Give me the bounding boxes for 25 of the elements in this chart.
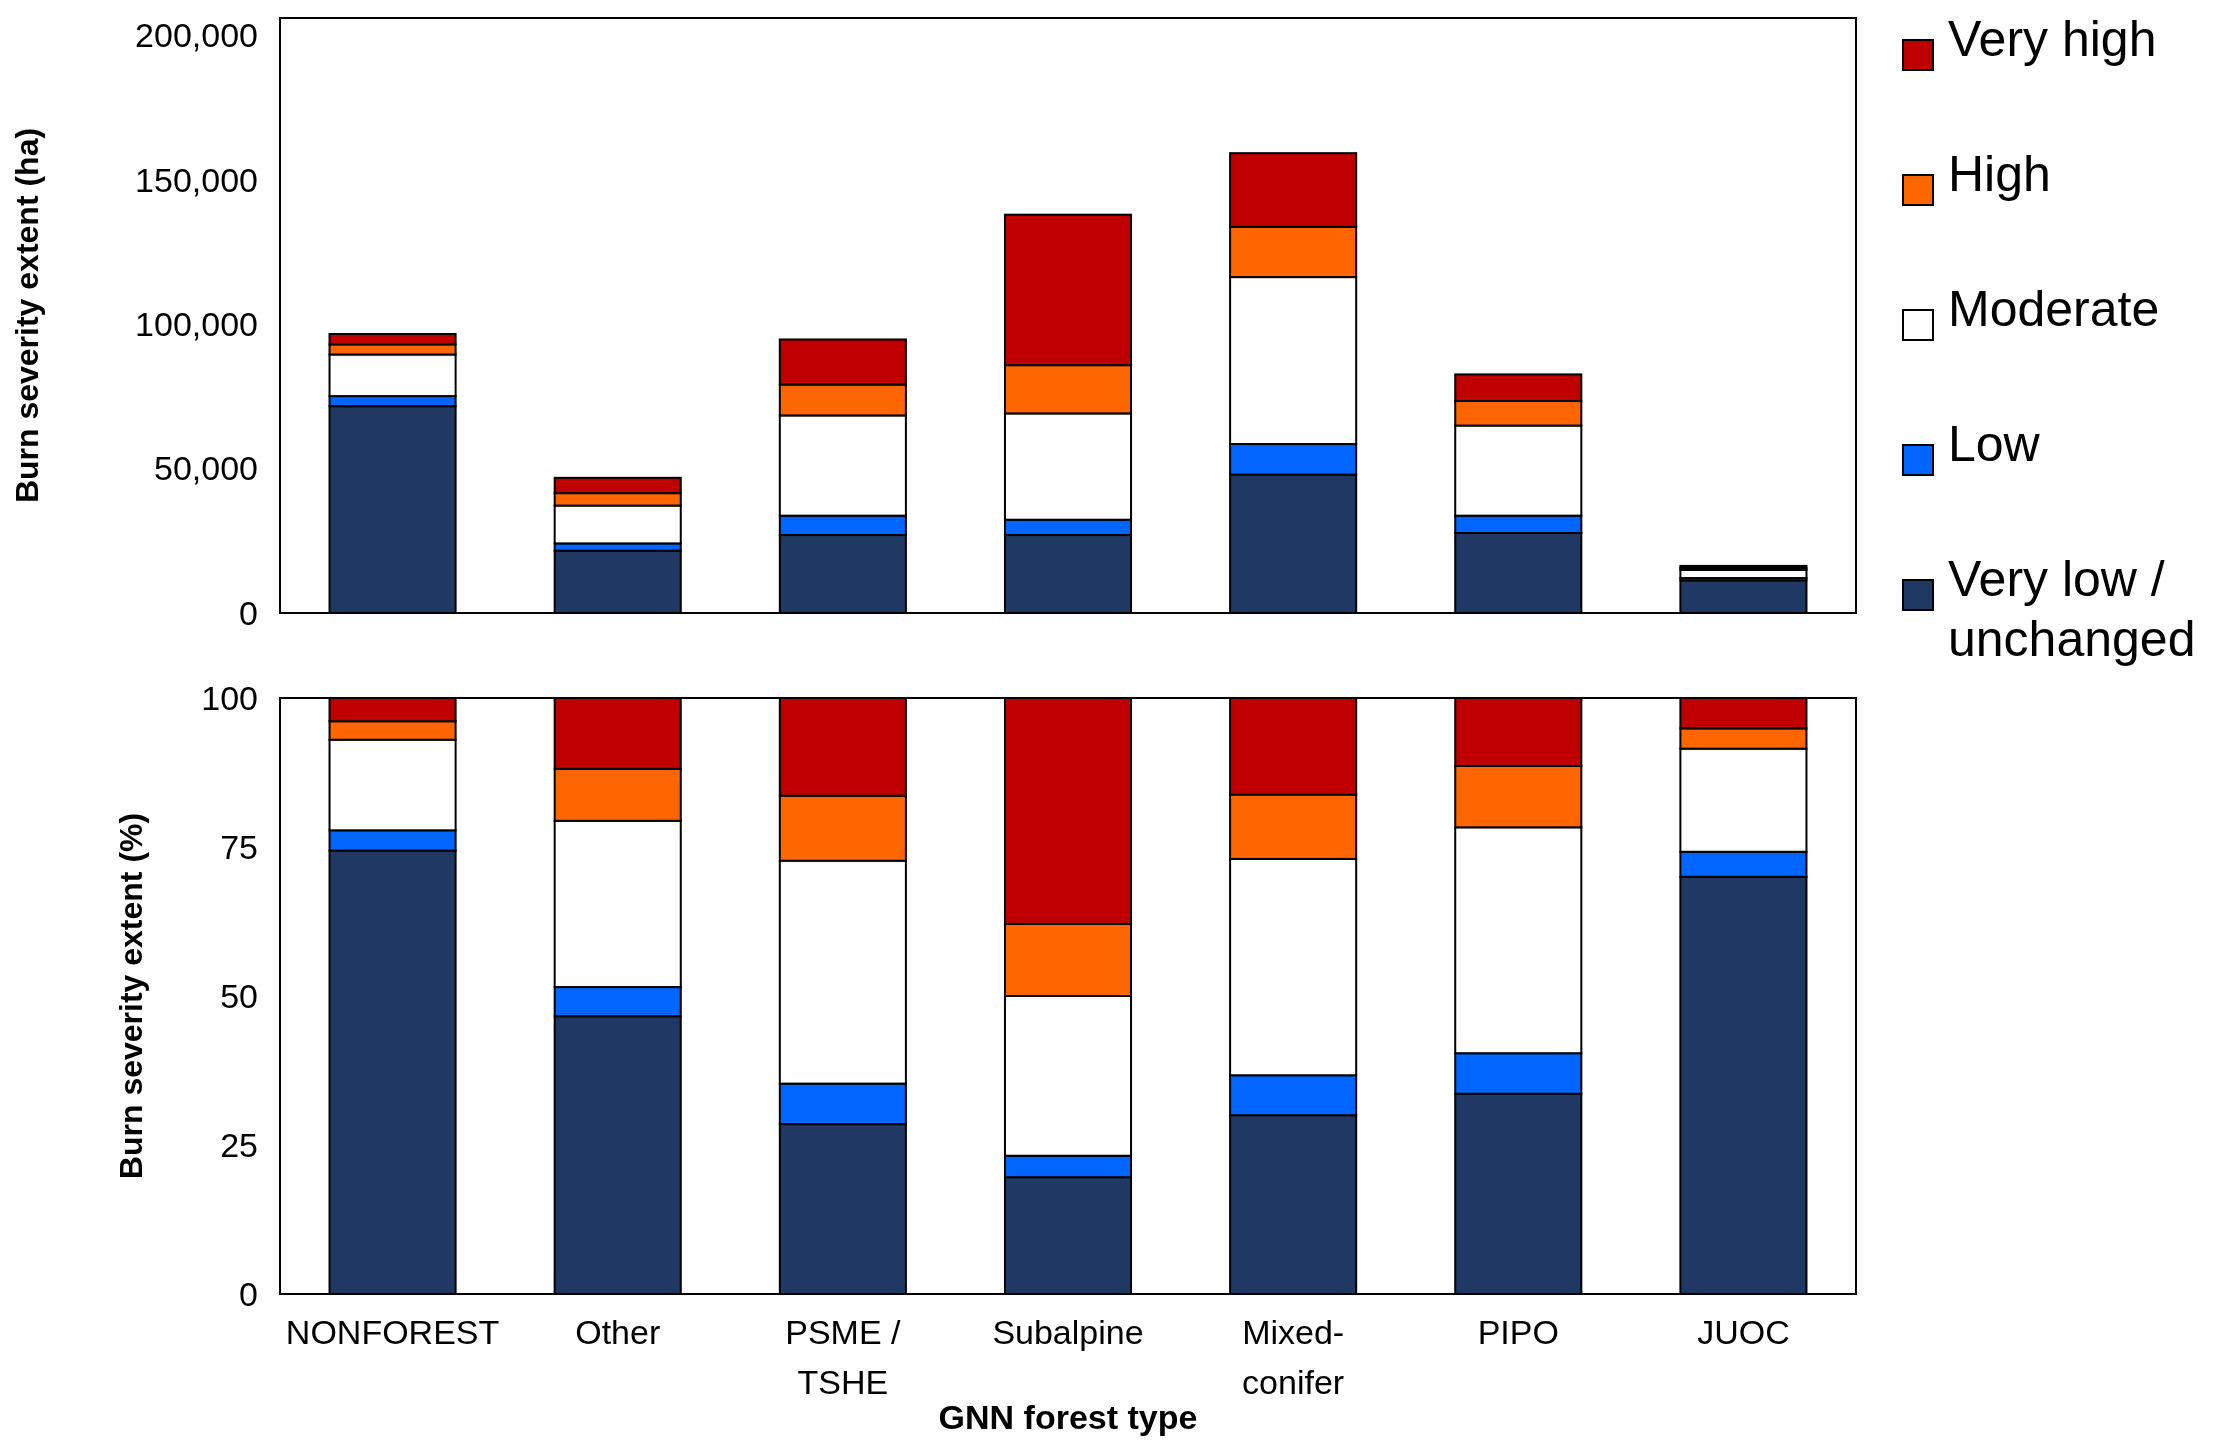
y-axis-title: Burn severity extent (ha) [9,127,45,504]
legend-label: Moderate [1948,281,2160,337]
y-tick-label: 100 [201,678,258,717]
y-tick-label: 150,000 [135,160,258,199]
x-tick-label: Subalpine [992,1313,1144,1351]
y-tick-label: 100,000 [135,305,258,344]
x-tick-label: PSME / TSHE [785,1313,902,1401]
y-tick-label: 0 [239,1274,258,1313]
legend-label: Low [1948,416,2041,472]
y-tick-label: 75 [220,827,258,866]
x-tick-label: PIPO [1477,1313,1559,1351]
y-tick-label: 50 [220,976,258,1015]
y-tick-label: 50,000 [154,449,258,488]
x-tick-label: NONFOREST [285,1313,500,1351]
x-tick-label: Mixed-conifer [1242,1313,1345,1401]
y-axis-title: Burn severity extent (%) [113,812,149,1180]
legend-label: Very high [1948,11,2157,67]
x-tick-label: Other [575,1313,661,1351]
legend-label: High [1948,146,2051,202]
x-axis-title: GNN forest type [938,1398,1198,1436]
legend-label: Very low / unchanged [1948,551,2196,667]
y-tick-label: 200,000 [135,16,258,55]
y-tick-label: 25 [220,1125,258,1164]
y-tick-label: 0 [239,593,258,632]
x-tick-label: JUOC [1697,1313,1790,1351]
